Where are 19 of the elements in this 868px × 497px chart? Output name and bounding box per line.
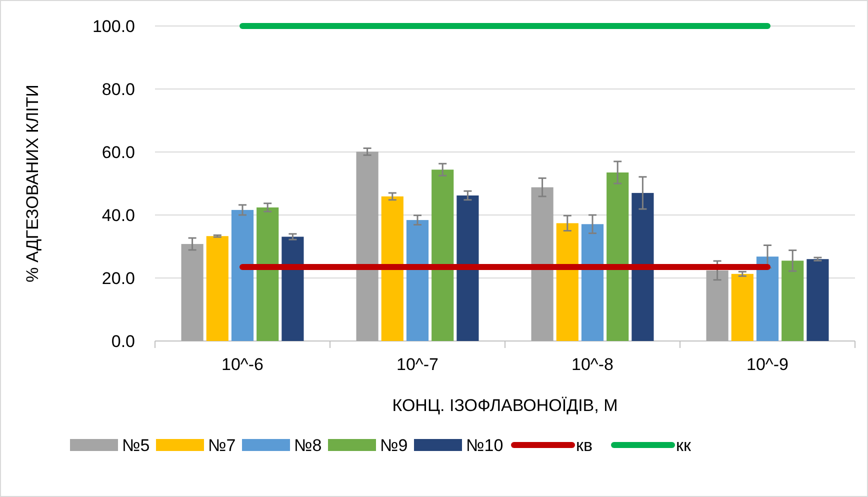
- legend-label: №9: [380, 436, 408, 455]
- y-axis-title: % АДГЕЗОВАНИХ КЛІТИ: [23, 84, 42, 282]
- x-tick-label: 10^-6: [221, 355, 264, 374]
- x-tick-label: 10^-7: [396, 355, 439, 374]
- legend-label: №8: [294, 436, 322, 455]
- x-tick-label: 10^-8: [571, 355, 614, 374]
- y-tick-label: 60.0: [102, 142, 135, 162]
- x-tick-label: 10^-9: [746, 355, 789, 374]
- legend-label: №5: [122, 436, 150, 455]
- legend-label: №7: [208, 436, 236, 455]
- legend-label: кк: [676, 436, 692, 455]
- legend-label: №10: [466, 436, 504, 455]
- y-tick-label: 0.0: [111, 332, 135, 351]
- y-tick-label: 20.0: [102, 268, 135, 288]
- y-tick-label: 40.0: [102, 206, 135, 225]
- y-tick-label: 80.0: [102, 80, 135, 99]
- x-axis-title: КОНЦ. ІЗОФЛАВОНОЇДІВ, М: [392, 396, 618, 415]
- y-tick-label: 100.0: [92, 16, 135, 36]
- legend-label: кв: [576, 436, 592, 455]
